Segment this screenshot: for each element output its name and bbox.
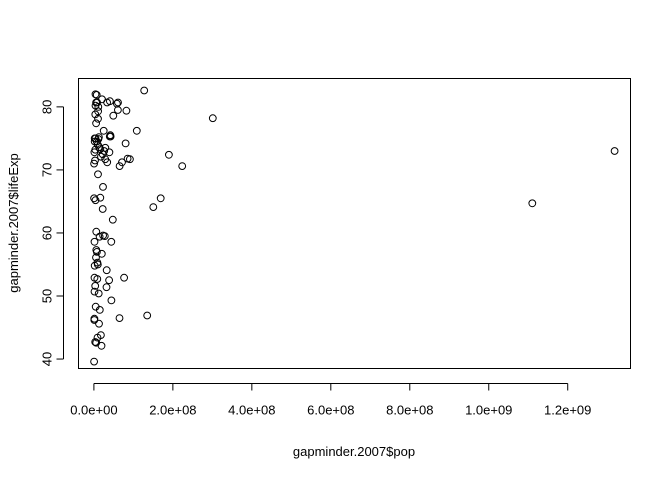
data-point [92,227,101,236]
data-point [114,106,122,114]
data-point [90,137,99,146]
data-point [91,338,100,346]
y-axis-label: gapminder.2007$lifeExp [6,153,21,293]
data-point [93,333,102,342]
data-point [94,114,102,123]
data-point [91,101,100,110]
data-point [90,237,99,246]
data-point [92,98,100,107]
data-point [528,199,537,208]
data-point [91,282,100,290]
data-point [93,248,101,256]
data-point [90,194,98,203]
data-point [109,111,118,120]
x-axis: 0.0e+00 2.0e+08 4.0e+08 6.0e+08 8.0e+08 1.0e+… [70,383,591,418]
data-point [178,162,187,171]
data-point [99,183,107,191]
data-point [101,155,110,164]
data-point [208,114,217,123]
data-point [114,98,122,107]
x-tick-label: 1.2e+09 [544,403,591,418]
data-point [118,158,126,167]
data-point [97,152,105,161]
data-point [92,253,100,262]
data-point [99,231,107,240]
data-point [120,273,128,282]
data-point [96,193,105,202]
y-tick-label: 80 [40,100,55,114]
data-point [90,159,98,168]
y-tick-label: 60 [40,226,55,240]
data-point [99,126,108,135]
data-point [93,260,102,269]
x-tick-label: 0.0e+00 [70,403,117,418]
data-point [90,273,99,282]
data-point [140,86,149,95]
data-point [610,147,619,155]
y-tick-label: 40 [40,352,55,366]
data-point [165,150,173,159]
data-point [143,311,152,320]
data-point [90,314,99,323]
data-point [91,156,99,165]
data-point [92,119,100,128]
data-point [90,357,98,366]
data-point [92,338,101,347]
x-tick-label: 4.0e+08 [228,403,275,418]
x-tick-label: 6.0e+08 [307,403,354,418]
data-point [94,170,102,179]
data-point [95,306,104,314]
data-point [149,203,158,212]
data-point [96,145,105,154]
data-point [91,145,100,154]
data-point [105,132,114,141]
data-point [98,150,107,159]
plot-box [78,78,631,369]
data-point [156,194,165,203]
data-point [91,110,100,119]
data-point [122,106,131,115]
data-point [108,215,117,224]
data-point [94,289,103,298]
data-point [113,99,121,108]
y-axis: 40 50 60 70 80 [40,100,64,366]
data-point [95,319,103,328]
y-tick-label: 70 [40,163,55,177]
data-point [101,143,110,152]
data-point [107,296,116,305]
data-point [90,134,99,143]
data-point [90,287,99,296]
data-point [132,126,141,135]
x-tick-label: 1.0e+09 [465,403,512,418]
data-point [121,139,130,148]
points-layer [90,86,619,366]
data-point [102,266,111,275]
data-point [115,162,124,171]
data-point [105,276,113,285]
x-tick-label: 2.0e+08 [149,403,196,418]
data-point [115,314,124,323]
x-tick-label: 8.0e+08 [386,403,433,418]
data-point [91,90,100,99]
data-point [107,237,116,246]
data-point [123,154,132,163]
x-axis-label: gapminder.2007$pop [293,444,415,459]
data-point [91,196,100,205]
y-tick-label: 50 [40,289,55,303]
data-point [97,249,106,258]
data-point [102,283,111,292]
data-point [98,205,107,213]
